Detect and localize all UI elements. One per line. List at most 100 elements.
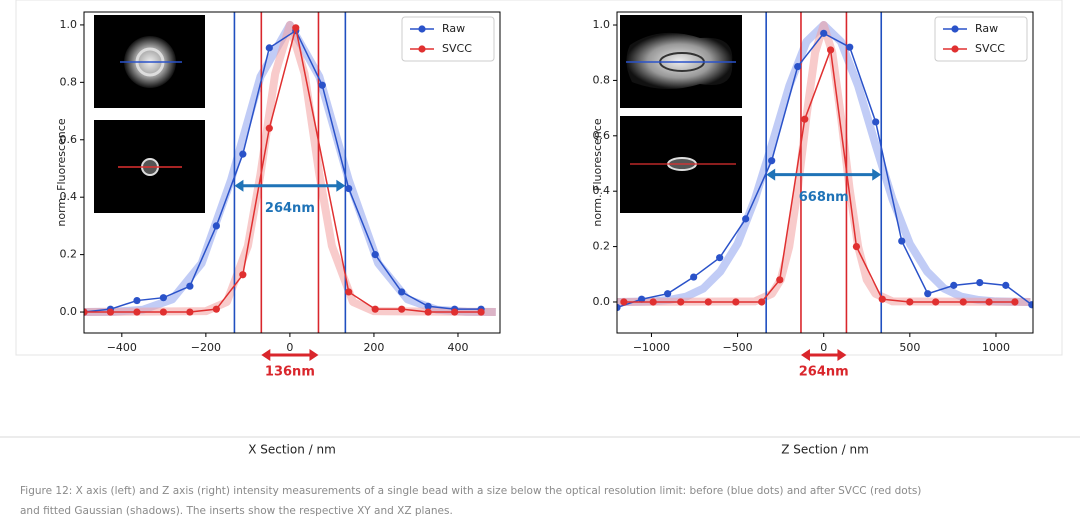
data-point [477, 308, 485, 316]
y-tick-label: 1.0 [593, 18, 611, 31]
legend-marker [418, 45, 426, 53]
data-point [716, 254, 724, 262]
data-point [950, 281, 958, 289]
data-point [371, 305, 379, 313]
x-tick-label: 400 [447, 341, 468, 354]
y-tick-label: 1.0 [60, 18, 78, 31]
x-axis-label: X Section / nm [248, 443, 336, 457]
legend-marker [951, 45, 959, 53]
insets [94, 15, 205, 213]
y-tick-label: 0.4 [593, 184, 611, 197]
data-point [239, 150, 247, 158]
plot-frame [83, 11, 501, 334]
fwhm-label: 264nm [799, 365, 849, 380]
y-tick-label: 0.6 [60, 133, 78, 146]
data-point [898, 237, 906, 245]
x-tick-label: 500 [899, 341, 920, 354]
x-tick-label: −400 [107, 341, 137, 354]
plot-area [84, 12, 496, 333]
data-point [318, 81, 326, 89]
data-point [664, 290, 672, 298]
fit-shadow [84, 20, 496, 317]
data-point [846, 43, 854, 51]
data-point [159, 308, 168, 316]
data-point [133, 296, 141, 305]
data-point [959, 298, 967, 306]
inset-blob [626, 32, 733, 90]
data-point [424, 302, 432, 310]
data-point [292, 24, 300, 32]
legend-label: SVCC [442, 42, 472, 55]
data-point [265, 124, 273, 132]
data-point [212, 305, 220, 313]
data-point [878, 295, 886, 303]
data-point [742, 215, 750, 223]
caption-line: and fitted Gaussian (shadows). The inser… [20, 505, 453, 517]
fwhm-label: 264nm [265, 201, 315, 216]
data-point [820, 29, 828, 37]
series-line [84, 29, 482, 313]
y-tick-label: 0.0 [593, 295, 611, 308]
data-point [106, 308, 115, 316]
x-tick-label: 0 [820, 341, 827, 354]
data-point [906, 298, 914, 306]
y-tick-label: 0.6 [593, 129, 611, 142]
data-point [794, 62, 802, 71]
data-point [371, 251, 379, 259]
legend-label: Raw [975, 22, 998, 35]
legend-marker [951, 25, 959, 33]
data-point [826, 46, 835, 54]
data-point [1011, 298, 1019, 306]
legend-marker [418, 25, 426, 33]
data-point [852, 242, 861, 251]
data-point [690, 273, 698, 281]
x-tick-label: −500 [722, 341, 752, 354]
data-point [617, 303, 621, 312]
data-point [265, 44, 273, 52]
data-point [976, 278, 984, 287]
data-point [638, 295, 646, 303]
data-point [398, 305, 406, 313]
data-point [451, 308, 459, 316]
data-point [212, 222, 220, 230]
x-tick-label: −1000 [633, 341, 670, 354]
caption-line: Figure 12: X axis (left) and Z axis (rig… [20, 485, 921, 497]
data-point [704, 298, 712, 306]
insets [620, 15, 742, 213]
data-point [133, 308, 141, 316]
x-tick-label: −200 [191, 341, 221, 354]
data-point [801, 115, 809, 123]
data-point [186, 282, 194, 290]
y-tick-label: 0.0 [60, 305, 78, 318]
data-point [768, 157, 776, 165]
data-point [345, 288, 353, 296]
y-tick-label: 0.2 [60, 248, 78, 261]
data-point [620, 298, 628, 306]
data-point [758, 298, 766, 306]
y-tick-label: 0.2 [593, 240, 611, 253]
figure-frame [15, 0, 1063, 356]
x-tick-label: 1000 [982, 341, 1010, 354]
data-point [732, 298, 740, 306]
data-point [1028, 301, 1033, 309]
data-point [1002, 281, 1010, 289]
series-line [623, 49, 1015, 303]
data-point [924, 290, 932, 298]
data-point [239, 271, 247, 279]
y-tick-label: 0.4 [60, 190, 78, 203]
data-point [776, 276, 784, 284]
y-tick-label: 0.8 [60, 75, 78, 88]
legend-label: SVCC [975, 42, 1005, 55]
fwhm-label: 668nm [799, 190, 849, 205]
data-point [649, 298, 657, 306]
fwhm-label: 136nm [265, 365, 315, 380]
x-axis-label: Z Section / nm [781, 443, 869, 457]
y-tick-label: 0.8 [593, 73, 611, 86]
data-point [345, 184, 353, 193]
y-axis-label: norm. Fluorescence [55, 118, 68, 226]
data-point [424, 308, 432, 316]
data-point [872, 118, 880, 126]
x-tick-label: 0 [286, 341, 293, 354]
data-point [677, 298, 685, 306]
